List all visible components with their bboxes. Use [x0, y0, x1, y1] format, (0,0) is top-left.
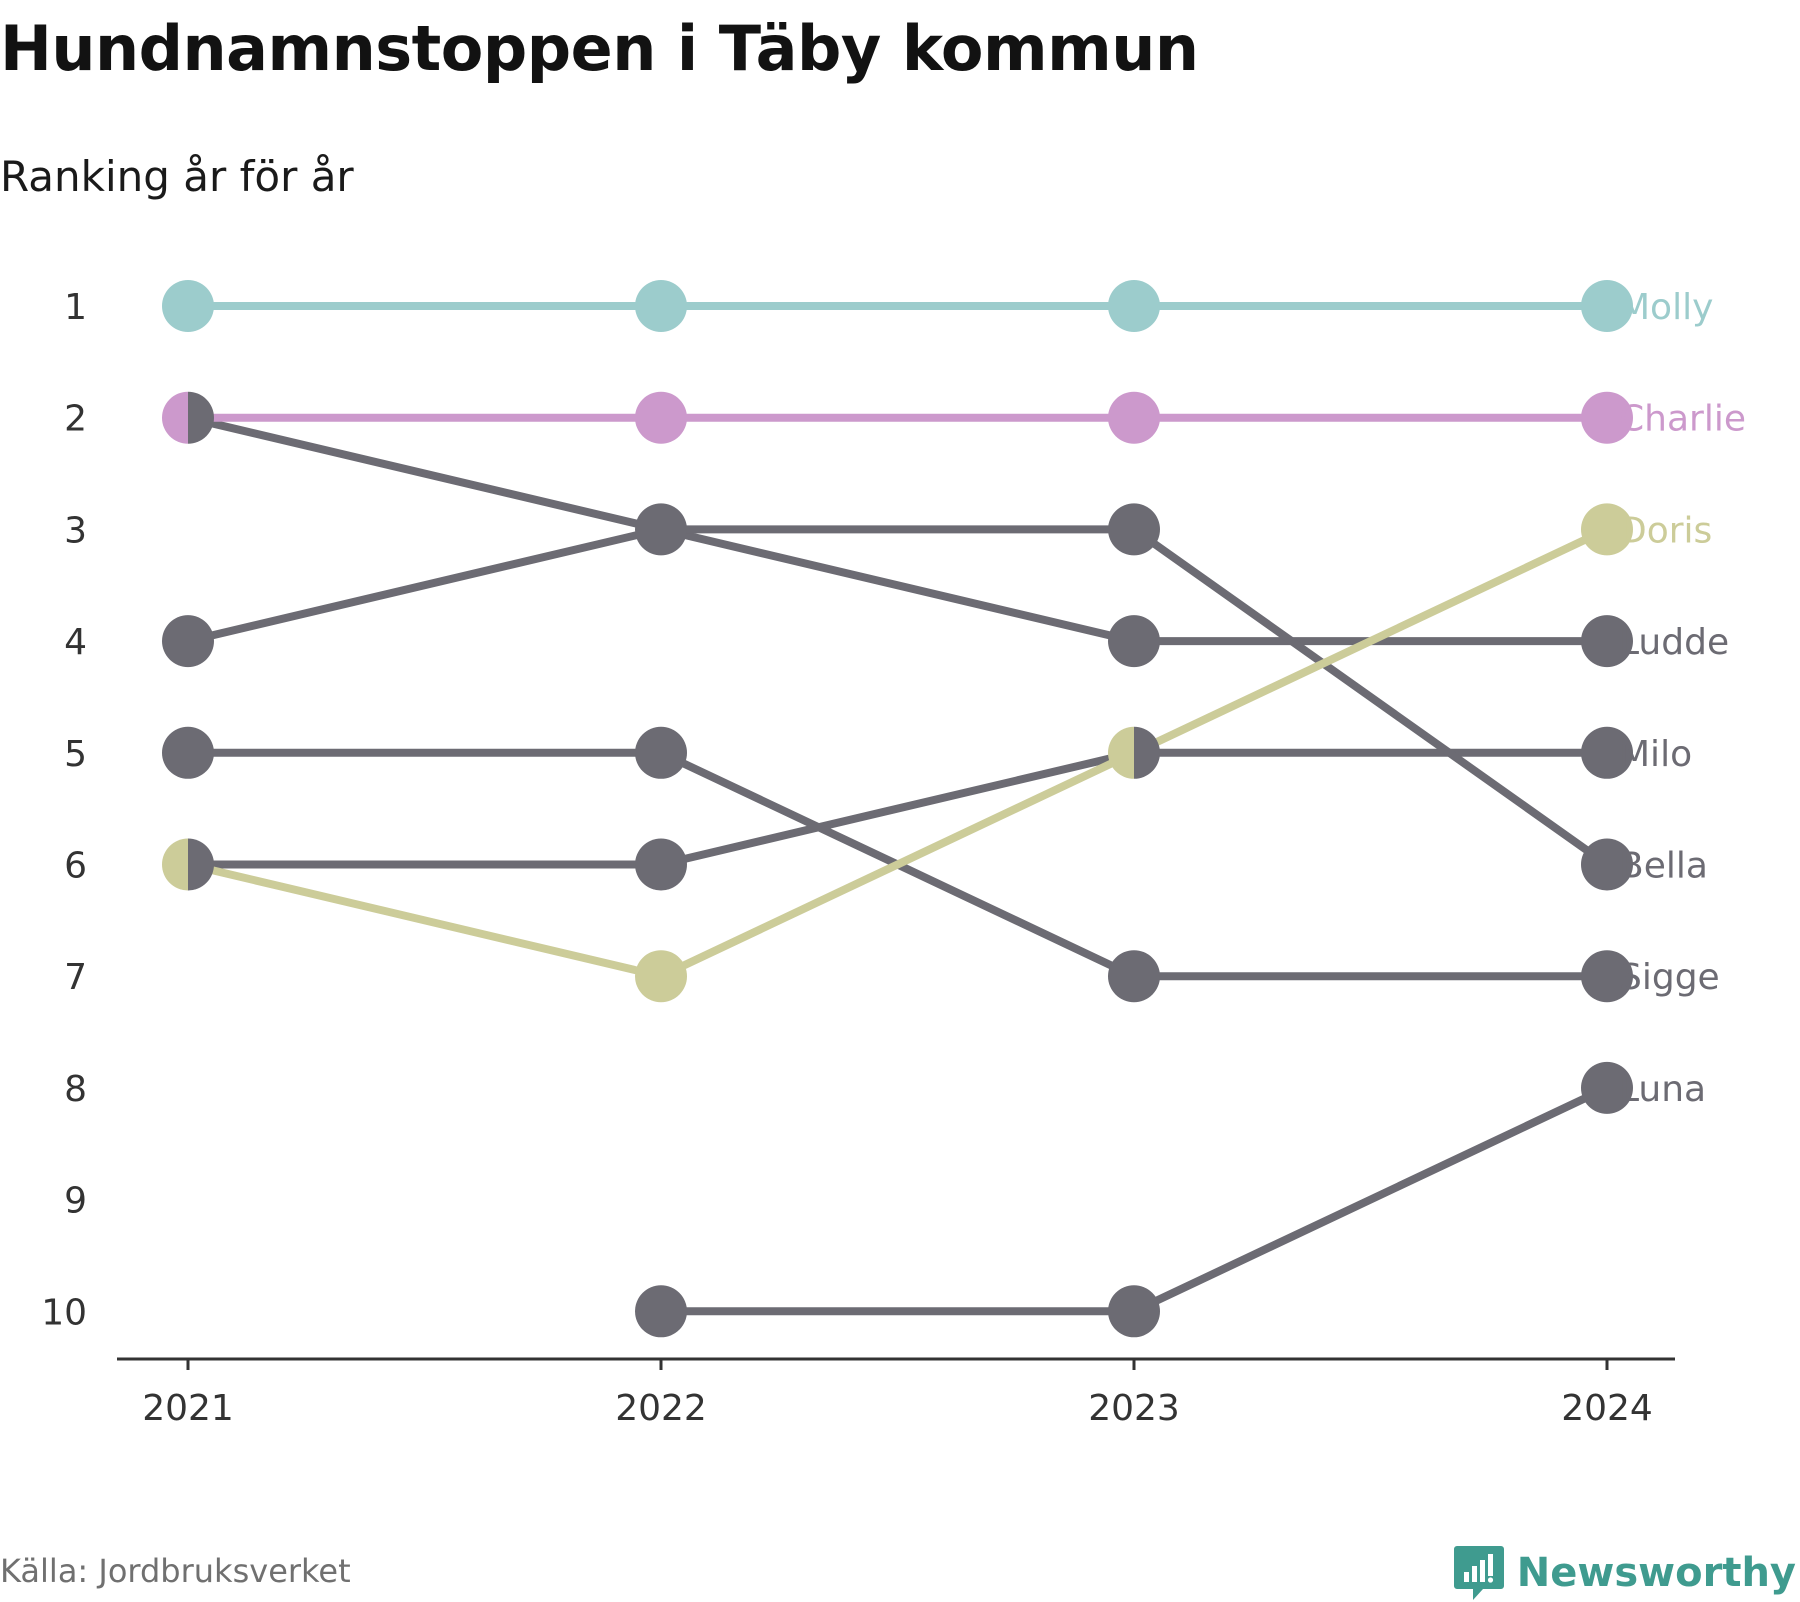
data-point-charlie	[635, 391, 687, 444]
data-point-bella	[1581, 838, 1633, 891]
data-point-sigge	[1108, 950, 1160, 1003]
data-point-charlie-ludde-left	[162, 391, 188, 444]
bar-chart-speech-bubble-icon	[1453, 1546, 1504, 1600]
series-line-bella	[184, 525, 1611, 869]
data-point-sigge	[1581, 950, 1633, 1003]
data-point-doris	[1581, 503, 1633, 556]
data-point-luna	[1581, 1061, 1633, 1114]
series-line-doris	[184, 525, 1611, 981]
data-point-sigge	[635, 726, 687, 779]
data-point-luna	[635, 1285, 687, 1338]
source-note: Källa: Jordbruksverket	[0, 1552, 351, 1590]
data-point-ludde	[1581, 615, 1633, 668]
data-point-sigge	[162, 726, 214, 779]
points-layer	[162, 280, 1633, 1338]
series-label-charlie: Charlie	[1619, 399, 1746, 440]
data-point-molly	[635, 280, 687, 332]
y-tick-label: 9	[64, 1181, 87, 1222]
data-point-doris-milo-left	[162, 838, 188, 891]
data-point-milo	[635, 838, 687, 891]
brand-logo: Newsworthy	[1453, 1544, 1796, 1602]
y-tick-label: 3	[64, 510, 87, 551]
series-line-luna	[657, 1083, 1611, 1316]
y-tick-label: 4	[64, 622, 87, 663]
data-point-bella	[162, 615, 214, 668]
data-point-doris-milo-right	[188, 838, 215, 891]
series-layer	[184, 302, 1611, 1316]
chart-title: Hundnamnstoppen i Täby kommun	[0, 12, 1199, 85]
data-point-charlie	[1108, 391, 1160, 444]
data-point-doris-milo-left	[1108, 726, 1134, 779]
series-label-ludde: Ludde	[1619, 622, 1729, 663]
y-tick-label: 5	[64, 734, 87, 775]
data-point-milo	[1581, 726, 1633, 779]
y-tick-label: 7	[64, 957, 87, 998]
x-tick-label: 2022	[615, 1388, 707, 1429]
chart-subtitle: Ranking år för år	[0, 152, 354, 201]
brand-name: Newsworthy	[1516, 1550, 1796, 1596]
data-point-ludde	[1108, 615, 1160, 668]
x-tick-label: 2024	[1561, 1388, 1653, 1429]
y-tick-label: 2	[64, 399, 87, 440]
series-label-luna: Luna	[1619, 1069, 1706, 1110]
series-label-sigge: Sigge	[1619, 957, 1720, 998]
x-axis: 2021 2022 2023 2024	[117, 1357, 1675, 1429]
y-tick-label: 1	[64, 287, 87, 328]
series-line-milo	[184, 748, 1611, 869]
series-label-milo: Milo	[1619, 734, 1692, 775]
y-tick-label: 6	[64, 846, 87, 887]
data-point-charlie-ludde-right	[188, 391, 215, 444]
data-point-doris	[635, 950, 687, 1003]
data-point-bella	[1108, 503, 1160, 556]
x-tick-label: 2021	[142, 1388, 234, 1429]
y-tick-label: 10	[41, 1292, 87, 1333]
data-point-doris-milo-right	[1134, 726, 1160, 779]
data-point-molly	[1581, 280, 1633, 332]
x-tick-label: 2023	[1088, 1388, 1180, 1429]
series-label-doris: Doris	[1619, 510, 1712, 551]
series-label-bella: Bella	[1619, 846, 1708, 887]
data-point-molly	[1108, 280, 1160, 332]
data-point-molly	[162, 280, 214, 332]
data-point-ludde-bella	[635, 503, 687, 556]
series-label-molly: Molly	[1619, 287, 1713, 328]
y-axis: 1 2 3 4 5 6 7 8 9 10	[41, 287, 87, 1333]
data-point-charlie	[1581, 391, 1633, 444]
y-tick-label: 8	[64, 1069, 87, 1110]
series-labels: Molly Charlie Doris Ludde Milo Bella Sigge Luna	[1619, 287, 1746, 1110]
data-point-luna	[1108, 1285, 1160, 1338]
